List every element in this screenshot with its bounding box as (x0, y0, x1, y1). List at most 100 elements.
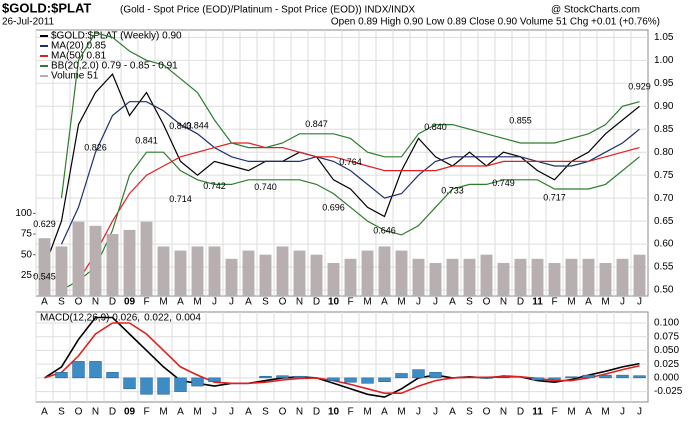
x-tick-label: A (245, 297, 252, 308)
x-tick-label: O (483, 407, 491, 418)
bar (174, 250, 187, 296)
bar (106, 372, 119, 379)
x-tick-label: F (143, 297, 149, 308)
x-tick-label: A (41, 297, 48, 308)
x-tick-label: J (637, 297, 642, 308)
bar (242, 250, 255, 296)
y-tick-label: 0.85 (654, 124, 674, 135)
line (60, 32, 640, 199)
x-tick-label: N (92, 407, 99, 418)
bar (123, 377, 136, 390)
bar (497, 262, 510, 296)
annotation: 0.844 (186, 120, 209, 130)
y-tick-label: 0.90 (654, 101, 674, 112)
bar (565, 258, 578, 296)
x-tick-label: S (466, 297, 473, 308)
bar (259, 375, 272, 379)
x-tick-label: M (567, 407, 575, 418)
x-tick-label: F (347, 407, 353, 418)
annotation: 0.545 (33, 272, 56, 282)
legend-swatch (40, 65, 48, 67)
x-tick-label: O (75, 407, 83, 418)
x-tick-label: J (212, 407, 217, 418)
bar (157, 377, 170, 395)
x-tick-label: M (193, 297, 201, 308)
x-tick-label: J (416, 297, 421, 308)
bar (344, 377, 357, 383)
x-tick-label: D (313, 297, 320, 308)
annotation: 0.742 (203, 181, 226, 191)
annotation: 0.740 (254, 182, 277, 192)
bar (72, 361, 85, 379)
annotation: 0.840 (424, 122, 447, 132)
x-tick-label: M (159, 297, 167, 308)
x-tick-label: F (143, 407, 149, 418)
x-tick-label: A (41, 407, 48, 418)
bar (89, 225, 102, 296)
bar (361, 250, 374, 296)
bar (480, 377, 493, 379)
legend-label: Volume 51 (51, 71, 99, 82)
bar (480, 254, 493, 296)
y-tick-label: 0.025 (654, 359, 679, 370)
annotation: 0.696 (322, 202, 345, 212)
bar (565, 376, 578, 379)
x-tick-label: S (262, 407, 269, 418)
x-tick-label: N (500, 407, 507, 418)
annotation: 0.717 (543, 193, 566, 203)
legend-swatch (40, 35, 48, 37)
y-tick-label: 0.70 (654, 193, 674, 204)
y-tick-label: 0.80 (654, 147, 674, 158)
bar (582, 374, 595, 379)
x-tick-label: J (212, 297, 217, 308)
bar (582, 258, 595, 296)
bar (599, 374, 612, 379)
legend-swatch (40, 75, 48, 77)
x-tick-label: A (449, 407, 456, 418)
annotation: 0.733 (441, 185, 464, 195)
x-tick-label: N (296, 407, 303, 418)
x-tick-label: M (159, 407, 167, 418)
bar (463, 258, 476, 296)
x-tick-label: F (347, 297, 353, 308)
x-tick-label: N (296, 297, 303, 308)
y-tick-label: 0.60 (654, 239, 674, 250)
x-tick-label: M (567, 297, 575, 308)
x-tick-label: A (585, 297, 592, 308)
annotation: 0.646 (373, 225, 396, 235)
x-tick-label: M (397, 297, 405, 308)
x-tick-label: A (381, 297, 388, 308)
y-tick-label: 0.55 (654, 262, 674, 273)
x-tick-label: J (433, 297, 438, 308)
x-tick-label: F (551, 407, 557, 418)
legend-label: $GOLD:$PLAT (Weekly) 0.90 (51, 31, 182, 42)
x-tick-label: S (58, 297, 65, 308)
x-tick-label: 10 (328, 297, 340, 308)
x-tick-label: J (229, 297, 234, 308)
bar (514, 258, 527, 296)
bar (429, 262, 442, 296)
bar (463, 377, 476, 379)
annotation: 0.843 (169, 121, 192, 131)
x-tick-label: D (109, 297, 116, 308)
y-tick-label: 0.75 (654, 170, 674, 181)
bar (412, 258, 425, 296)
annotation: 0.826 (84, 143, 107, 153)
x-tick-label: N (500, 297, 507, 308)
bar (497, 377, 510, 379)
legend-label: 0.004 (176, 313, 201, 324)
x-tick-label: J (620, 297, 625, 308)
y2-tick-label: 50 (21, 249, 33, 260)
legend-label: MA(50) 0.81 (51, 51, 106, 62)
legend-label: MA(20) 0.85 (51, 41, 106, 52)
x-tick-label: M (601, 297, 609, 308)
bar (89, 361, 102, 379)
x-tick-label: F (551, 297, 557, 308)
x-tick-label: O (279, 407, 287, 418)
annotation: 0.764 (339, 157, 362, 167)
bar (310, 254, 323, 296)
bar (327, 377, 340, 381)
bar (38, 238, 51, 296)
annotation: 0.929 (628, 81, 651, 91)
bar (361, 377, 374, 384)
